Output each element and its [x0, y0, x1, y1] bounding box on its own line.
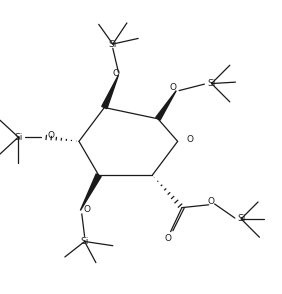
Text: O: O — [187, 136, 194, 144]
Text: Si: Si — [14, 133, 23, 142]
Polygon shape — [102, 75, 118, 109]
Text: Si: Si — [207, 79, 216, 88]
Text: Si: Si — [109, 40, 117, 49]
Polygon shape — [156, 91, 176, 120]
Text: O: O — [112, 69, 119, 78]
Text: O: O — [164, 234, 171, 243]
Text: Si: Si — [80, 237, 89, 246]
Polygon shape — [80, 174, 101, 211]
Text: O: O — [47, 131, 54, 140]
Text: O: O — [83, 206, 90, 214]
Text: O: O — [170, 83, 177, 92]
Text: O: O — [208, 197, 215, 206]
Text: Si: Si — [237, 214, 245, 223]
